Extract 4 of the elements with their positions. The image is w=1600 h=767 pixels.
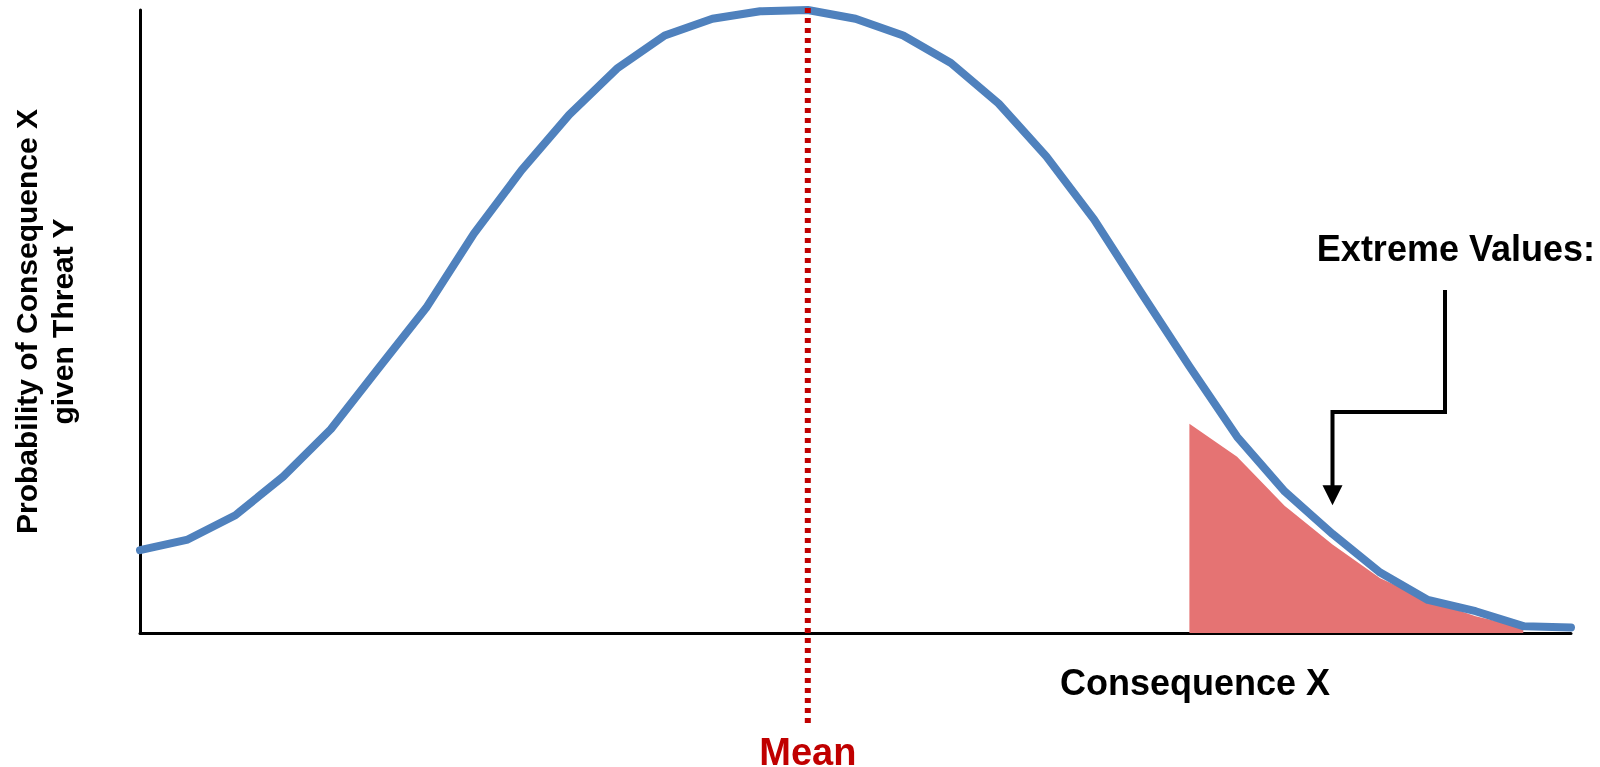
y-axis-title: Probability of Consequence X given Threat Y [9, 108, 79, 535]
x-axis-title: Consequence X [1059, 661, 1331, 703]
text: Mean [759, 731, 857, 767]
annotation: Extreme Values: [1316, 227, 1595, 269]
